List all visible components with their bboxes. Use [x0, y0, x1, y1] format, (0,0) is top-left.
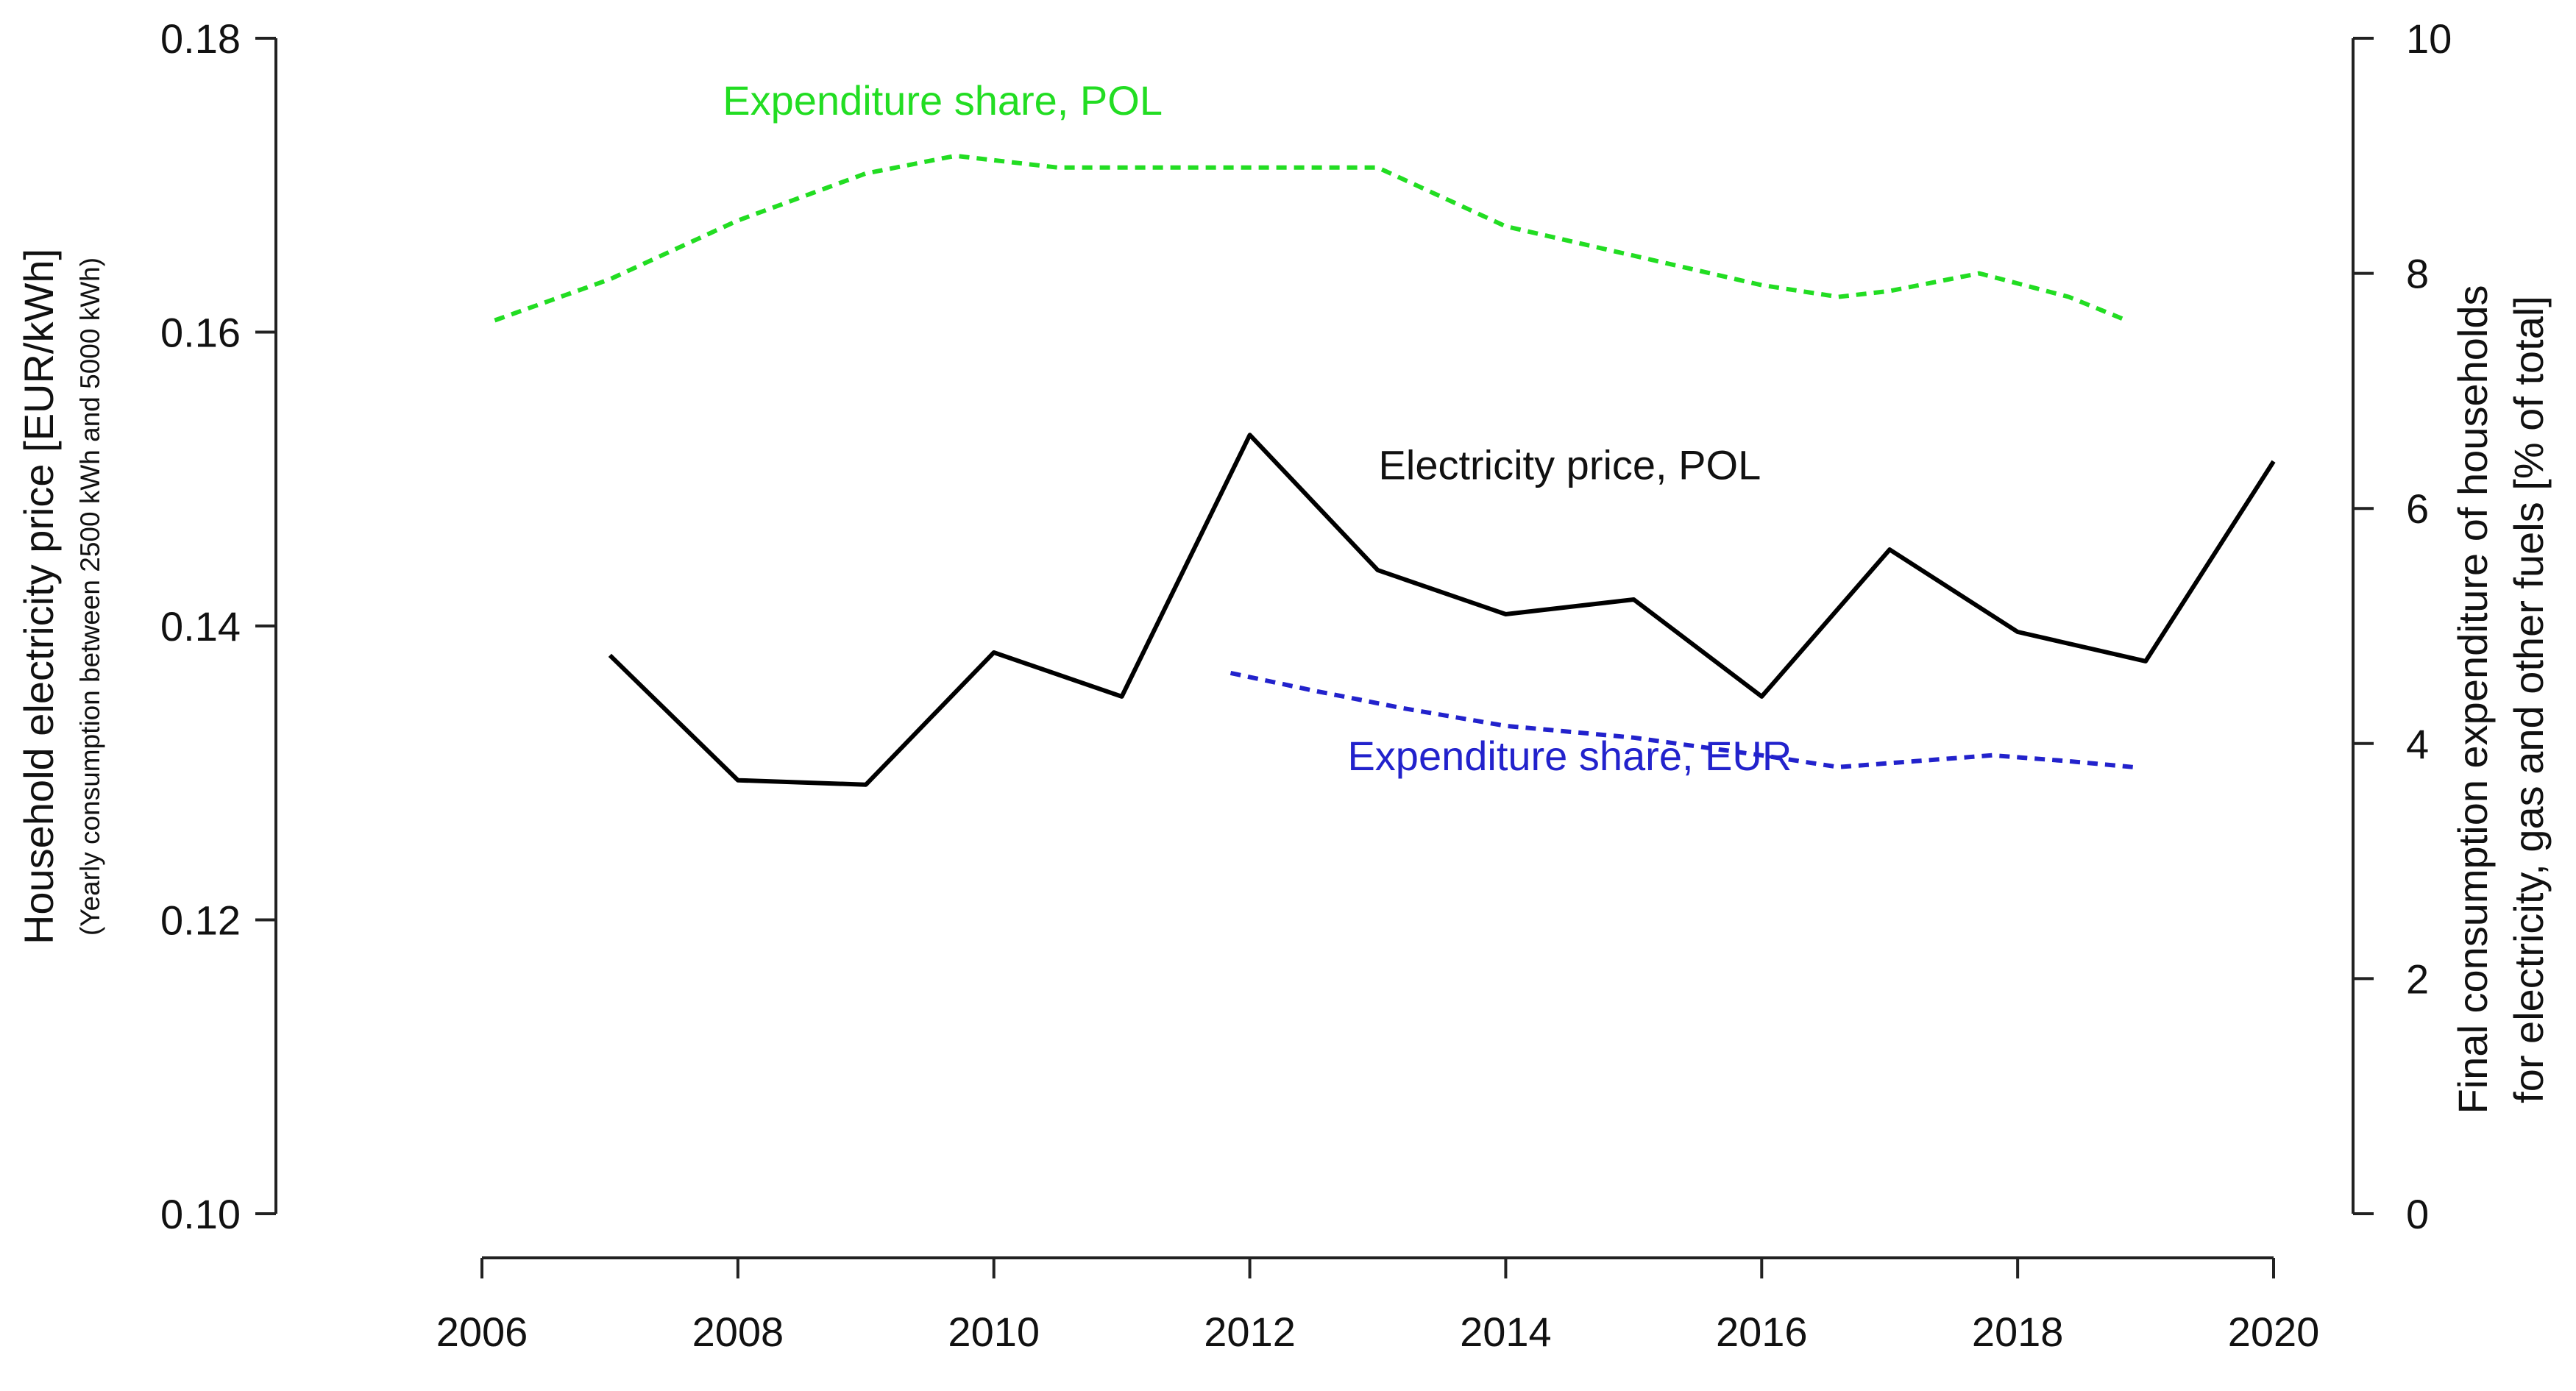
series-annotation-electricity-price-pol: Electricity price, POL — [1379, 441, 1761, 488]
x-tick-label: 2020 — [2228, 1309, 2320, 1355]
left-y-axis-subtitle: (Yearly consumption between 2500 kWh and… — [75, 257, 105, 936]
x-tick-label: 2014 — [1460, 1309, 1552, 1355]
right-y-axis-title-line2: for electricity, gas and other fuels [% … — [2505, 296, 2552, 1103]
series-annotation-expenditure-share-eur: Expenditure share, EUR — [1347, 733, 1792, 779]
left-y-tick-label: 0.16 — [160, 310, 241, 356]
x-tick-label: 2016 — [1716, 1309, 1808, 1355]
right-y-tick-label: 0 — [2406, 1191, 2429, 1237]
left-y-tick-label: 0.18 — [160, 15, 241, 62]
right-y-tick-label: 2 — [2406, 956, 2429, 1002]
x-tick-label: 2012 — [1204, 1309, 1296, 1355]
right-y-axis-title-line1: Final consumption expenditure of househo… — [2449, 285, 2496, 1114]
right-y-tick-label: 6 — [2406, 485, 2429, 532]
left-y-tick-label: 0.12 — [160, 897, 241, 944]
left-y-axis-title: Household electricity price [EUR/kWh] — [15, 249, 62, 944]
right-y-tick-label: 8 — [2406, 251, 2429, 297]
series-annotation-expenditure-share-pol: Expenditure share, POL — [723, 77, 1163, 124]
x-tick-label: 2010 — [948, 1309, 1040, 1355]
x-tick-label: 2008 — [692, 1309, 784, 1355]
right-y-tick-label: 4 — [2406, 721, 2429, 767]
left-y-tick-label: 0.14 — [160, 603, 241, 650]
x-tick-label: 2006 — [436, 1309, 528, 1355]
left-y-tick-label: 0.10 — [160, 1191, 241, 1237]
right-y-tick-label: 10 — [2406, 15, 2452, 62]
x-tick-label: 2018 — [1972, 1309, 2064, 1355]
